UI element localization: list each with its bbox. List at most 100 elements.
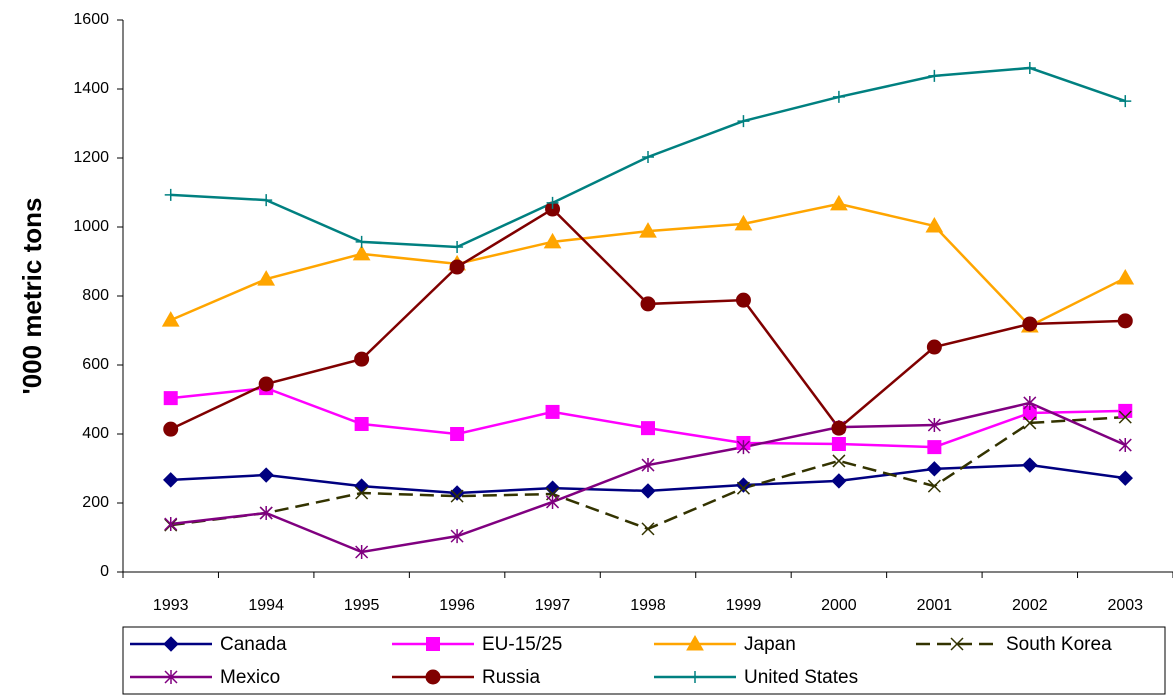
marker bbox=[641, 522, 655, 536]
marker bbox=[546, 494, 560, 509]
series-line bbox=[170, 207, 1126, 431]
series-line bbox=[170, 386, 1126, 449]
marker bbox=[735, 477, 752, 493]
marker bbox=[259, 506, 273, 521]
legend-box bbox=[122, 626, 1166, 695]
marker bbox=[737, 115, 750, 128]
marker bbox=[545, 404, 560, 419]
marker bbox=[832, 454, 846, 468]
marker bbox=[163, 391, 178, 406]
marker bbox=[355, 486, 369, 500]
legend-label: EU-15/25 bbox=[482, 634, 562, 655]
marker bbox=[640, 296, 656, 312]
marker bbox=[353, 478, 370, 494]
x-tick-label: 2003 bbox=[1107, 597, 1143, 614]
marker bbox=[450, 427, 465, 441]
x-tick-label: 2001 bbox=[917, 597, 953, 614]
marker bbox=[355, 544, 369, 559]
marker bbox=[736, 481, 750, 495]
marker bbox=[161, 311, 180, 327]
marker bbox=[546, 196, 559, 209]
marker bbox=[642, 150, 654, 163]
marker bbox=[352, 244, 371, 261]
y-axis-label: '000 metric tons bbox=[17, 198, 47, 395]
marker bbox=[831, 473, 847, 489]
x-tick-label: 1995 bbox=[344, 597, 380, 614]
marker bbox=[832, 90, 845, 103]
legend-label: Russia bbox=[482, 667, 541, 688]
marker bbox=[354, 351, 370, 367]
legend-item: Russia bbox=[392, 667, 541, 688]
marker bbox=[258, 467, 274, 483]
marker bbox=[451, 241, 464, 254]
legend-item: EU-15/25 bbox=[392, 634, 562, 655]
marker bbox=[736, 440, 750, 455]
marker bbox=[355, 235, 368, 248]
legend-item: South Korea bbox=[916, 634, 1112, 655]
x-tick-label: 1998 bbox=[630, 597, 666, 614]
marker bbox=[164, 188, 177, 201]
marker bbox=[257, 270, 276, 286]
x-tick-label: 2000 bbox=[821, 597, 857, 614]
x-tick-label: 1997 bbox=[535, 597, 571, 614]
marker bbox=[928, 69, 941, 82]
y-tick-label: 800 bbox=[82, 287, 109, 304]
legend-label: South Korea bbox=[1006, 634, 1112, 655]
y-tick-label: 1400 bbox=[73, 80, 109, 97]
x-tick-label: 2002 bbox=[1012, 597, 1048, 614]
y-tick-label: 1200 bbox=[73, 149, 109, 166]
legend-item: Mexico bbox=[130, 667, 280, 688]
marker bbox=[1116, 269, 1135, 285]
legend-item: United States bbox=[654, 667, 858, 688]
marker bbox=[950, 637, 964, 651]
marker bbox=[734, 214, 753, 231]
marker bbox=[425, 669, 441, 685]
marker bbox=[260, 194, 273, 207]
marker bbox=[449, 485, 465, 501]
marker bbox=[926, 339, 942, 355]
marker bbox=[163, 636, 179, 652]
marker bbox=[641, 458, 655, 473]
legend-item: Japan bbox=[654, 634, 796, 655]
marker bbox=[1119, 95, 1132, 108]
marker bbox=[831, 420, 847, 436]
marker bbox=[927, 479, 941, 493]
marker bbox=[450, 489, 464, 503]
marker bbox=[163, 421, 179, 437]
marker bbox=[689, 671, 701, 683]
marker bbox=[926, 461, 943, 477]
marker bbox=[164, 670, 178, 684]
marker bbox=[831, 437, 846, 452]
marker bbox=[1022, 457, 1038, 473]
y-tick-label: 200 bbox=[82, 494, 109, 511]
marker bbox=[543, 232, 562, 249]
marker bbox=[1023, 61, 1036, 74]
y-tick-label: 600 bbox=[82, 356, 109, 373]
marker bbox=[163, 472, 179, 488]
marker bbox=[449, 259, 465, 275]
y-tick-label: 0 bbox=[100, 563, 109, 580]
marker bbox=[1023, 416, 1037, 430]
legend-label: United States bbox=[744, 667, 858, 688]
marker bbox=[1118, 438, 1132, 453]
y-tick-label: 1000 bbox=[73, 218, 109, 235]
marker bbox=[830, 194, 848, 211]
x-tick-label: 1993 bbox=[153, 597, 189, 614]
marker bbox=[1023, 395, 1037, 410]
marker bbox=[1118, 410, 1132, 424]
x-tick-label: 1999 bbox=[726, 597, 762, 614]
marker bbox=[927, 418, 941, 433]
x-tick-label: 1994 bbox=[248, 597, 284, 614]
legend-label: Mexico bbox=[220, 667, 280, 688]
marker bbox=[735, 292, 751, 308]
marker bbox=[258, 376, 274, 392]
marker bbox=[426, 637, 440, 651]
marker bbox=[639, 222, 657, 238]
marker bbox=[1117, 313, 1133, 329]
marker bbox=[925, 216, 944, 233]
marker bbox=[164, 517, 178, 532]
marker bbox=[354, 416, 369, 431]
y-tick-label: 400 bbox=[82, 425, 109, 442]
marker bbox=[1022, 316, 1038, 332]
